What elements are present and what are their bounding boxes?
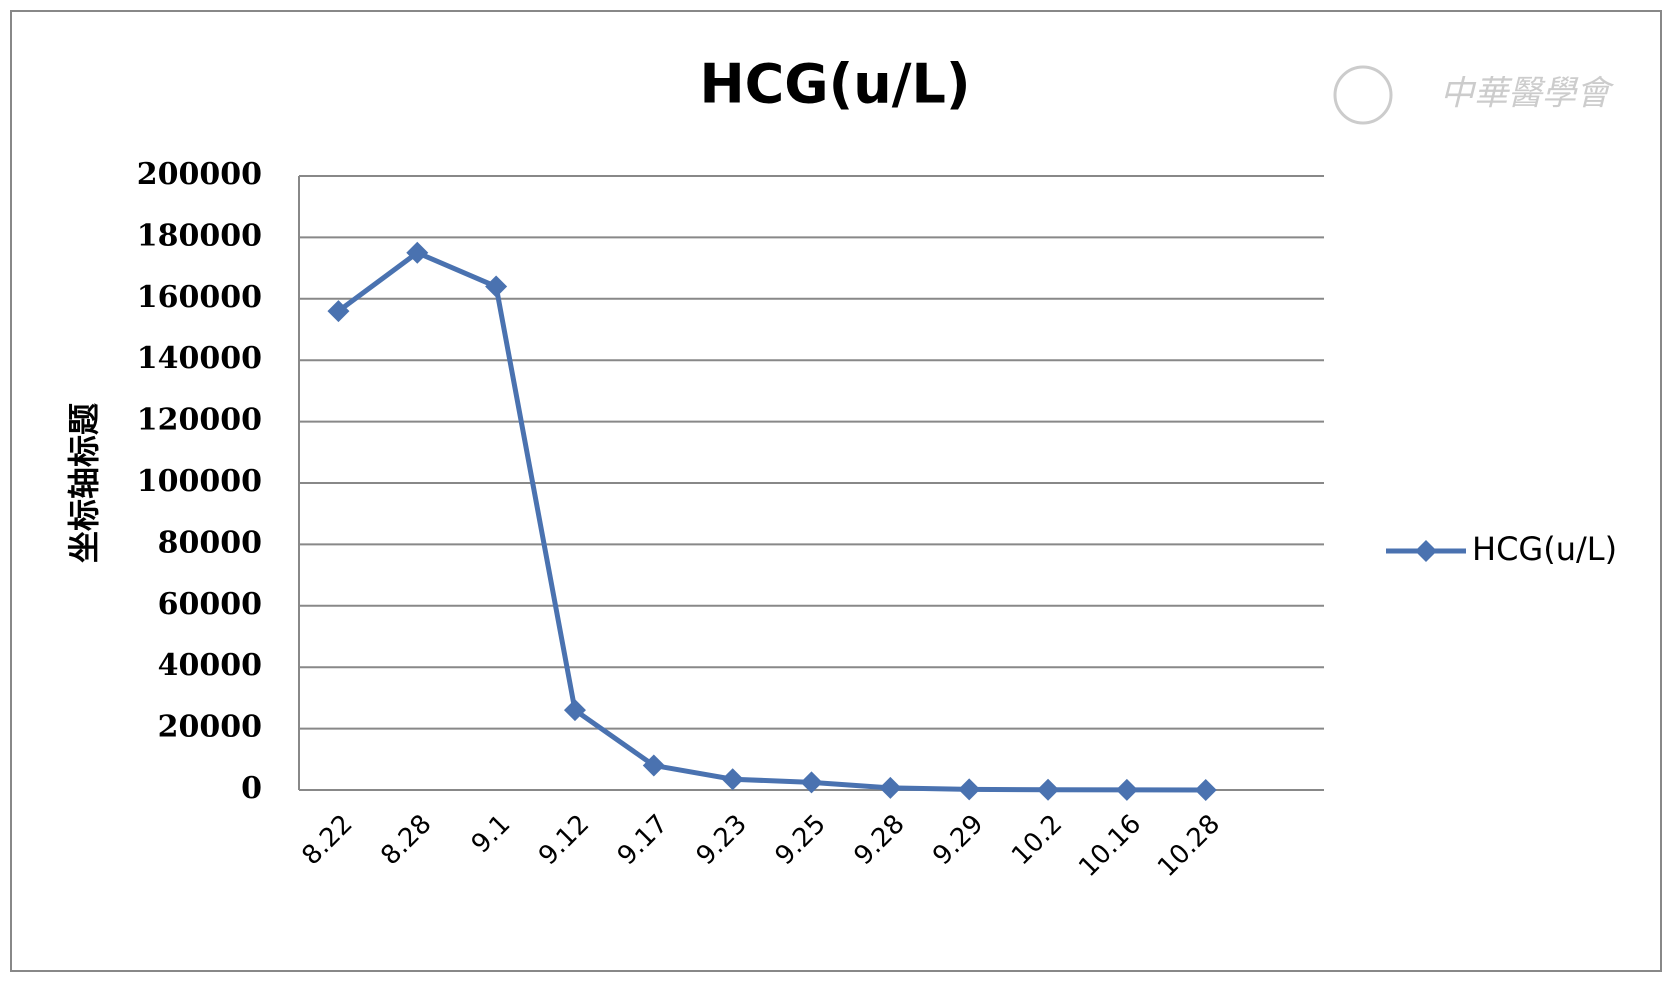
point-marker xyxy=(1115,778,1138,801)
point-marker xyxy=(642,754,665,777)
point-marker xyxy=(563,699,586,722)
watermark-logo xyxy=(1333,65,1393,125)
point-marker xyxy=(958,778,981,801)
y-tick-label: 40000 xyxy=(158,648,262,683)
point-marker xyxy=(327,300,350,323)
y-tick-label: 80000 xyxy=(158,525,262,560)
legend-label: HCG(u/L) xyxy=(1472,530,1617,568)
point-marker xyxy=(721,768,744,791)
y-axis-label: 坐标轴标题 xyxy=(65,403,103,563)
y-tick-label: 0 xyxy=(241,771,262,806)
point-marker xyxy=(800,771,823,794)
point-marker xyxy=(406,241,429,264)
series-line xyxy=(336,249,1206,793)
y-tick-label: 120000 xyxy=(137,403,262,438)
chart-title: HCG(u/L) xyxy=(699,53,970,116)
chart-frame xyxy=(10,10,1662,972)
watermark: 中華醫學會 xyxy=(1440,74,1615,114)
y-tick-label: 200000 xyxy=(137,157,262,192)
y-tick-label: 60000 xyxy=(158,587,262,622)
y-tick-label: 20000 xyxy=(158,710,262,745)
point-marker xyxy=(485,275,508,298)
point-marker xyxy=(1194,778,1217,801)
y-tick-label: 180000 xyxy=(137,218,262,253)
point-marker xyxy=(879,776,902,799)
legend-marker xyxy=(1415,540,1437,562)
point-marker xyxy=(1037,778,1060,801)
y-tick-label: 140000 xyxy=(137,341,262,376)
y-tick-label: 100000 xyxy=(137,464,262,499)
y-tick-label: 160000 xyxy=(137,280,262,315)
